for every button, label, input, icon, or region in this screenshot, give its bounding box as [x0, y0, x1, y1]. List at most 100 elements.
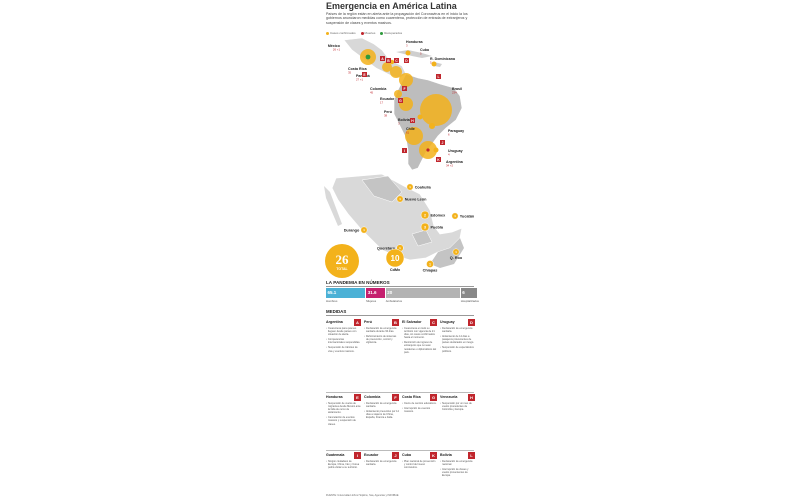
measure-list: Cierre de centros educativos. Interrupció… [402, 402, 437, 413]
total-badge: 26 TOTAL [325, 244, 359, 278]
state-coahuila-region [361, 175, 403, 203]
measures-title: MEDIDAS [326, 309, 347, 314]
measure-country: Guatemala [326, 453, 345, 457]
measure-list: Declaración de emergencia sanitaria. Aisl… [364, 402, 399, 419]
country-label-8: Perú [384, 110, 392, 114]
measure-card-honduras: Honduras ESuspensión de vuelos de migrant… [326, 394, 361, 428]
country-value-6: 45 [370, 91, 374, 95]
measure-country: Bolivia [440, 453, 452, 457]
measure-item: Declaración de emergencia sanitaria dura… [364, 327, 399, 333]
bubble-colombia [399, 73, 413, 87]
map-badge-letter-0: A [381, 57, 384, 61]
map-badge-10 [436, 157, 441, 162]
map-badge-letter-10: K [437, 158, 440, 162]
country-value-13: 4 [448, 153, 450, 157]
state-value-1: 1 [399, 197, 401, 201]
map-badge-9 [440, 140, 445, 145]
measure-item: Cancelación de eventos masivos y suspens… [326, 416, 361, 425]
measure-card-ecuador: Ecuador JDeclaración de emergencia sanita… [364, 452, 399, 468]
state-value-9: 1 [455, 250, 457, 254]
map-badge-letter-11: L [437, 75, 439, 79]
measure-list: Declaración de emergencia sanitaria dura… [364, 327, 399, 344]
state-name-6: Querétaro [377, 246, 396, 250]
country-value-9: 3 [398, 122, 400, 126]
measure-card-cuba: Cuba KPlan nacional de prevención y contr… [402, 452, 437, 471]
map-badge-11 [436, 74, 441, 79]
stat-label-0: Hombres [326, 299, 338, 303]
measure-badge: G [430, 394, 437, 401]
measure-country: Colombia [364, 395, 381, 399]
measure-badge: F [392, 394, 399, 401]
measure-item: Plan nacional de prevención y control de… [402, 460, 437, 469]
measure-list: Suspensión de vuelos de migrantes desde … [326, 402, 361, 426]
measure-badge: L [468, 452, 475, 459]
measure-item: Reforzamiento de sistemas de prevención,… [364, 335, 399, 344]
country-value-11: 61 [406, 131, 410, 135]
map-badge-letter-7: H [411, 119, 414, 123]
state-bubble-1 [396, 195, 404, 203]
state-name-1: Nuevo León [405, 197, 427, 201]
country-label-6: Colombia [370, 87, 387, 91]
stats-title: LA PANDEMIA EN NÚMEROS [326, 280, 390, 285]
country-label-0: México [328, 44, 341, 48]
measure-item: Declaración de emergencia sanitaria. [364, 402, 399, 408]
total-label: TOTAL [336, 267, 348, 271]
measure-item: Competencias internacionales suspendidas… [326, 338, 361, 344]
total-value: 26 [336, 252, 350, 267]
measure-badge: B [392, 319, 399, 326]
bubble-chile [405, 127, 423, 145]
country-value-7: 17 [380, 101, 384, 105]
mexico-map: 1 Coahuila 1 Nuevo León 2 Edomex 1 Yucatán 3 Pueb… [324, 173, 475, 278]
map-badge-letter-1: B [387, 59, 390, 63]
measure-badge: C [430, 319, 437, 326]
bubble-cuba [405, 50, 411, 56]
state-bubble-3 [451, 212, 459, 220]
measure-card-el-salvador: El Salvador CCuarentena en todo su territ… [402, 319, 437, 356]
country-label-11: Chile [406, 127, 415, 131]
stat-bar-1: 31.6 [366, 288, 385, 298]
state-value-2: 2 [424, 213, 426, 217]
state-bubble-2 [420, 210, 430, 220]
measure-list: Ningún ciudadano de Europa, China, Irán … [326, 460, 361, 469]
map-badge-letter-8: I [404, 149, 405, 153]
legend-item-confirmed: Casos confirmados [326, 31, 356, 35]
measure-badge: D [468, 319, 475, 326]
bubble-mexico-recovered [365, 54, 371, 60]
country-label-13: Uruguay [448, 149, 463, 153]
measures-row-divider-0 [326, 392, 474, 393]
measure-badge: J [392, 452, 399, 459]
map-badge-letter-9: J [442, 141, 444, 145]
country-label-2: Cuba [420, 48, 430, 52]
bubble-panama [390, 66, 402, 78]
country-value-10: 234 [452, 91, 457, 95]
page-title: Emergencia en América Latina [326, 1, 457, 11]
measure-item: Suspensión por un mes de vuelos proceden… [440, 402, 475, 411]
case-bubbles [360, 49, 452, 159]
measure-card-uruguay: Uruguay DDeclaración de emergencia sanita… [440, 319, 475, 355]
measures-row-divider-1 [326, 450, 474, 451]
state-bubble-4 [420, 222, 430, 232]
map-legend: Casos confirmados Muertes Recuperados [326, 31, 406, 35]
mexico-state-points: 1 Coahuila 1 Nuevo León 2 Edomex 1 Yucatán 3 Pueb… [344, 183, 475, 273]
measure-list: Declaración de emergencia nacional. Inter… [440, 460, 475, 477]
state-value-3: 1 [454, 214, 456, 218]
legend-item-deaths: Muertes [360, 31, 375, 35]
country-label-3: R. Dominicana [430, 57, 456, 61]
map-badge-1 [386, 58, 391, 63]
measure-item: Restricción de ingreso de extranjeros qu… [402, 341, 437, 353]
measure-badge: I [354, 452, 361, 459]
state-name-5: Durango [344, 228, 360, 232]
map-badge-8 [402, 148, 407, 153]
map-badge-7 [410, 118, 415, 123]
stat-bar-2: 20 [385, 288, 460, 298]
stat-bar-0: 65.1 [326, 288, 366, 298]
measure-country: Costa Rica [402, 395, 421, 399]
measure-item: Aislamiento de 14 días a pasajeros prove… [440, 335, 475, 344]
state-value-5: 1 [363, 228, 365, 232]
country-value-1: 3 [406, 44, 408, 48]
measure-item: Aislamiento preventivo por 14 días a via… [364, 410, 399, 419]
measure-country: Venezuela [440, 395, 458, 399]
stat-label-3: Hospitalizados [460, 299, 479, 303]
state-name-0: Coahuila [415, 185, 432, 189]
state-value-6: 1 [399, 246, 401, 250]
